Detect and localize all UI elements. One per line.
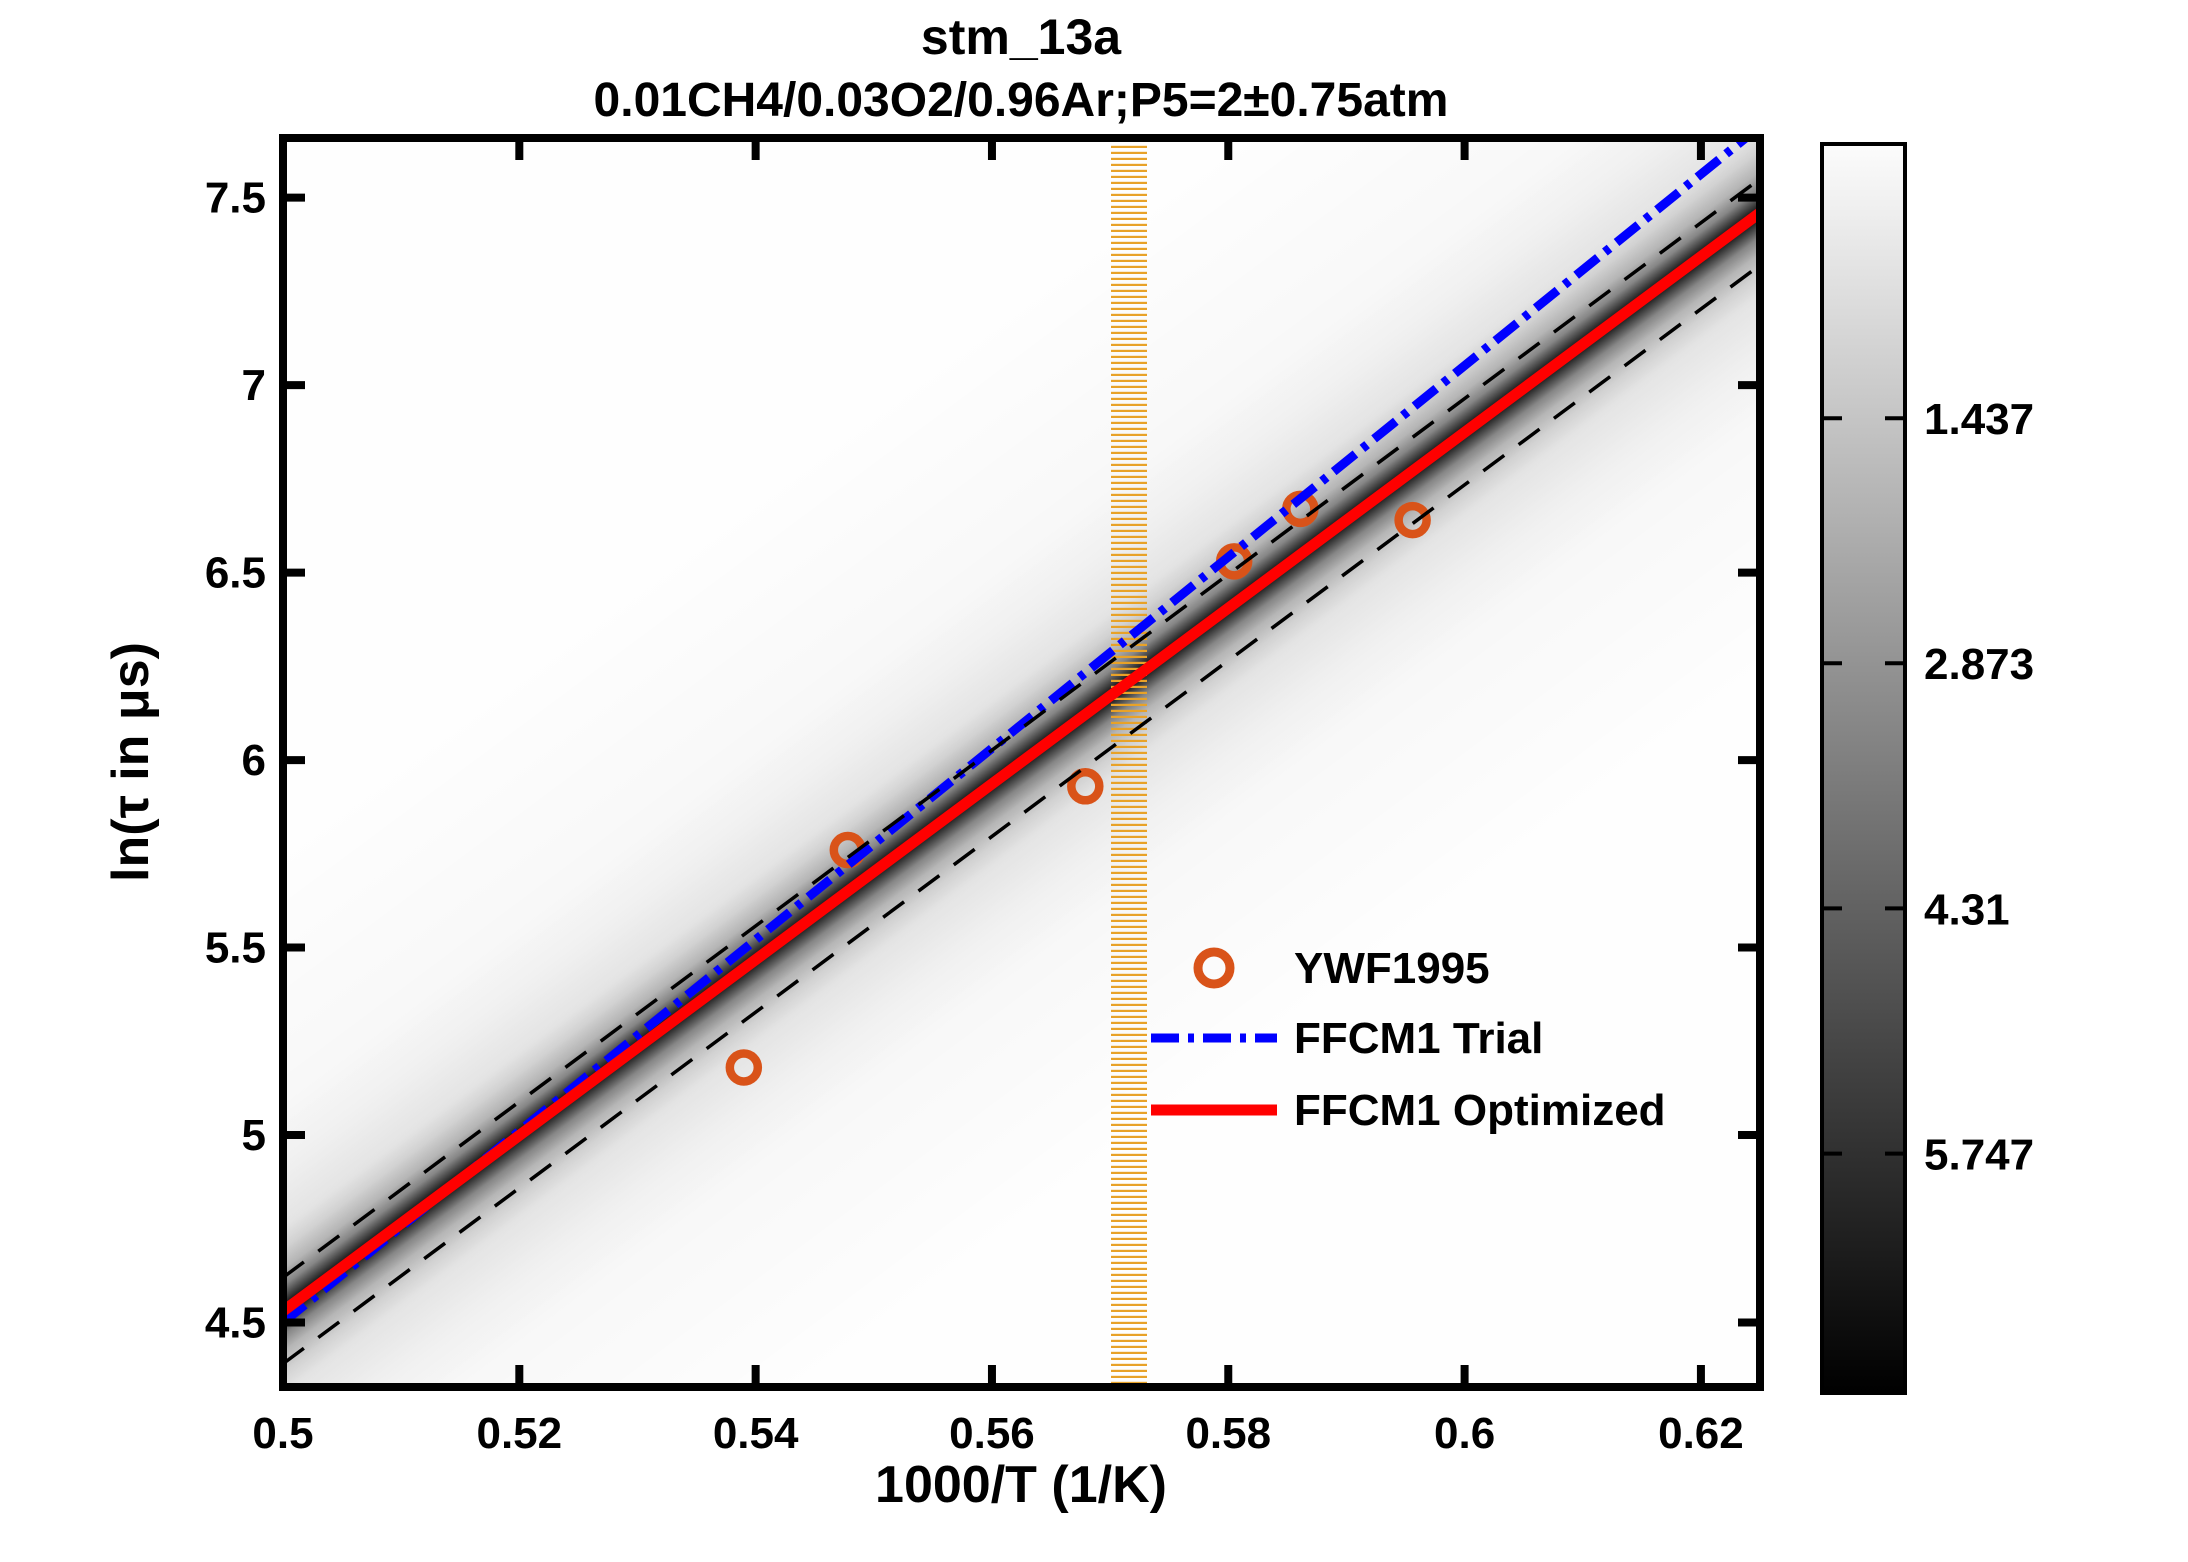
legend-marker-ywf1995-circle-icon xyxy=(1193,947,1235,989)
x-tick-label: 0.56 xyxy=(949,1409,1035,1458)
series-line-ffcm1-optimized xyxy=(283,208,1760,1316)
x-tick-label: 0.58 xyxy=(1185,1409,1271,1458)
y-axis-label: ln(τ in μs) xyxy=(102,642,160,882)
y-tick-label: 7 xyxy=(242,361,266,410)
chart-subtitle: 0.01CH4/0.03O2/0.96Ar;P5=2±0.75atm xyxy=(594,74,1449,127)
x-tick-label: 0.6 xyxy=(1434,1409,1495,1458)
y-tick-label: 6.5 xyxy=(205,549,266,598)
colorbar-tick-label: 1.437 xyxy=(1924,395,2034,444)
x-tick-label: 0.54 xyxy=(713,1409,799,1458)
colorbar-tick-label: 5.747 xyxy=(1924,1131,2034,1180)
colorbar-tick-label: 2.873 xyxy=(1924,640,2034,689)
colorbar-tick-labels: 1.437 2.873 4.31 5.747 xyxy=(1924,395,2034,1179)
y-tick-label: 4.5 xyxy=(205,1299,266,1348)
legend: YWF1995 FFCM1 Trial FFCM1 Optimized xyxy=(1151,944,1666,1135)
legend-label-ffcm1-optimized: FFCM1 Optimized xyxy=(1294,1086,1666,1135)
y-tick-label: 7.5 xyxy=(205,174,266,223)
colorbar: 1.437 2.873 4.31 5.747 xyxy=(1820,142,2034,1395)
colorbar-gradient xyxy=(1820,142,1907,1395)
legend-label-ffcm1-trial: FFCM1 Trial xyxy=(1294,1014,1543,1063)
data-point-ywf1995 xyxy=(1394,501,1431,539)
data-point-ywf1995 xyxy=(725,1049,763,1086)
x-tick-label: 0.5 xyxy=(252,1409,313,1458)
x-tick-label: 0.62 xyxy=(1658,1409,1744,1458)
y-tick-label: 5.5 xyxy=(205,924,266,973)
axis-tick-labels: 0.5 0.52 0.54 0.56 0.58 0.6 0.62 4.5 5 5.5 6 6.5 7 7.… xyxy=(205,174,1744,1458)
target-condition-hatch-band xyxy=(1111,138,1147,1387)
y-tick-label: 6 xyxy=(242,736,266,785)
axis-ticks xyxy=(279,138,1760,1387)
data-point-ywf1995 xyxy=(1067,768,1104,805)
x-axis-label: 1000/T (1/K) xyxy=(875,1456,1167,1514)
y-tick-label: 5 xyxy=(242,1111,266,1160)
legend-label-ywf1995: YWF1995 xyxy=(1294,944,1490,993)
x-tick-label: 0.52 xyxy=(476,1409,562,1458)
colorbar-tick-label: 4.31 xyxy=(1924,885,2010,934)
colorbar-ticks xyxy=(1822,416,1905,1156)
chart-title: stm_13a xyxy=(921,9,1122,65)
series-layer xyxy=(283,138,1760,1366)
